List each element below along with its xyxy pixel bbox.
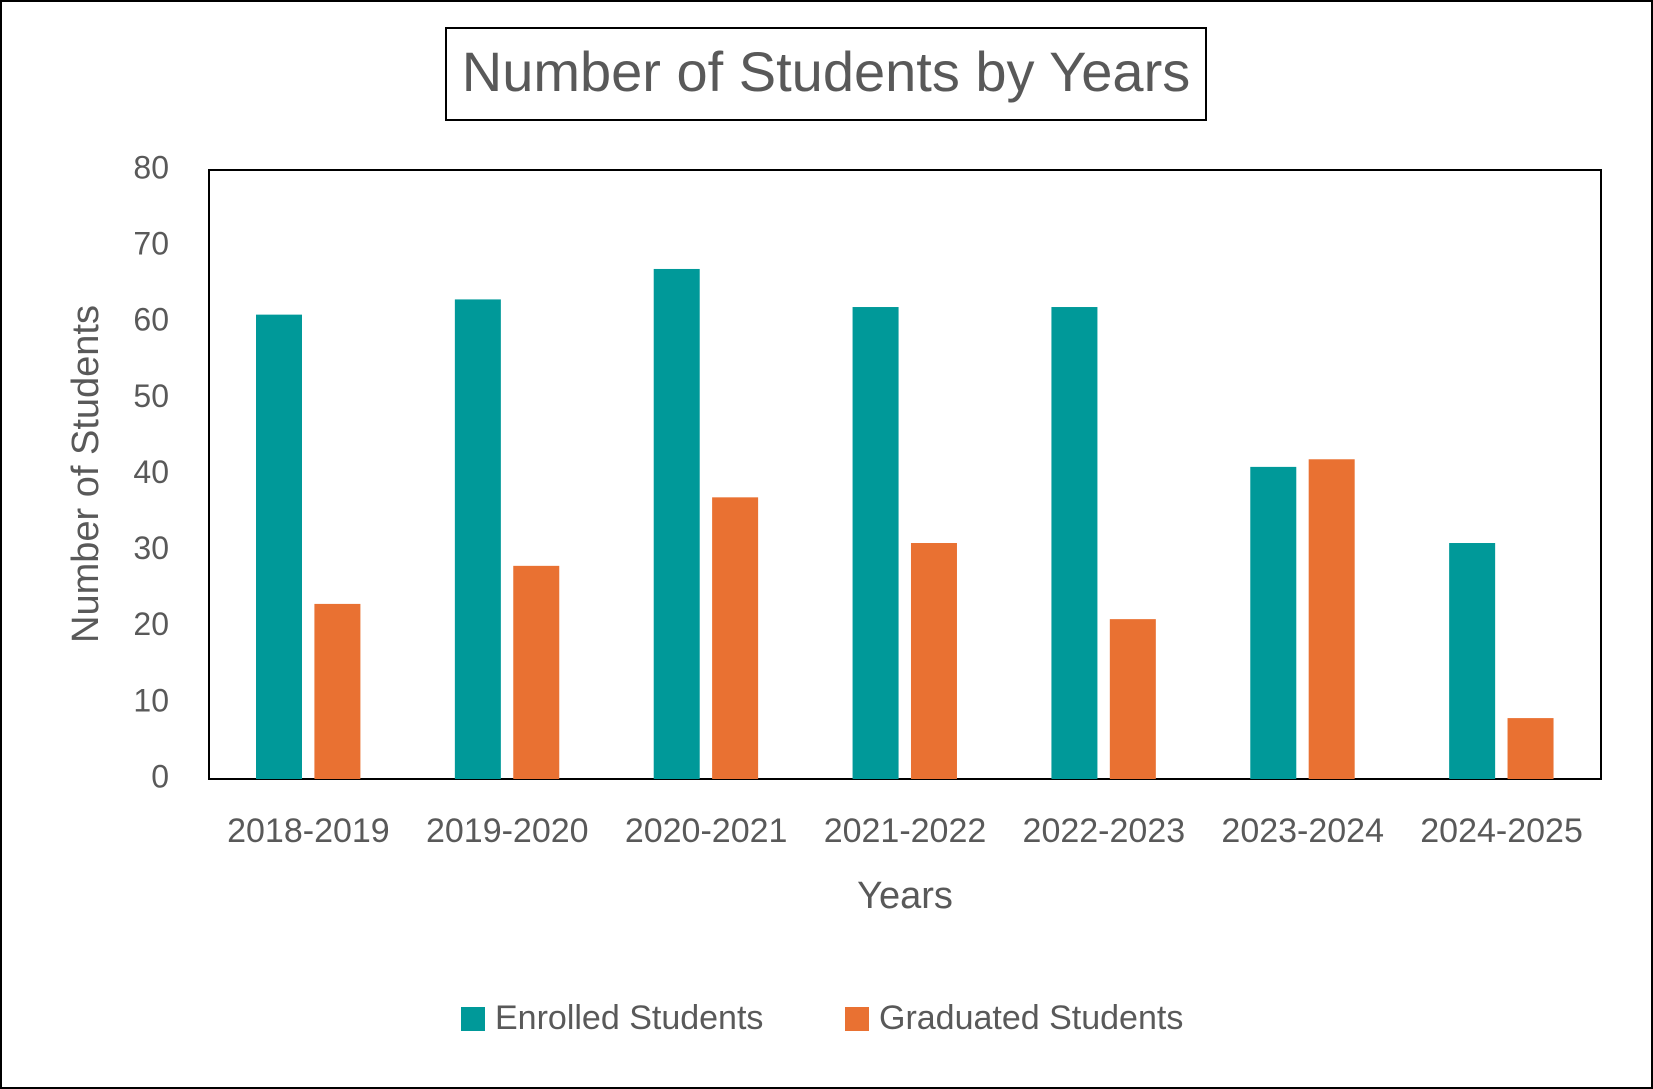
y-tick-label: 10 [133,682,169,718]
bar [1250,466,1297,779]
x-tick-label: 2021-2022 [824,812,987,850]
bar [513,565,560,779]
bar [1449,543,1496,779]
y-tick-label: 80 [133,149,169,185]
y-tick-label: 20 [133,606,169,642]
bar [910,543,957,779]
legend-label: Enrolled Students [495,999,763,1037]
legend-swatch [461,1007,485,1031]
y-tick-label: 40 [133,454,169,490]
y-tick-label: 30 [133,530,169,566]
x-tick-label: 2020-2021 [625,812,788,850]
x-tick-label: 2023-2024 [1221,812,1384,850]
x-tick-label: 2024-2025 [1420,812,1583,850]
y-axis-label: Number of Students [65,305,107,643]
bar [1051,307,1098,779]
bar [454,299,501,779]
plot-area [208,169,1602,780]
x-tick-label: 2022-2023 [1023,812,1186,850]
bar [653,268,700,779]
legend-label: Graduated Students [879,999,1183,1037]
bar [1308,459,1355,779]
bar [314,603,361,779]
bar [1507,718,1554,779]
y-tick-label: 60 [133,302,169,338]
x-tick-label: 2019-2020 [426,812,589,850]
x-tick-label: 2018-2019 [227,812,390,850]
bar [852,307,899,779]
bar [1109,619,1156,779]
x-axis-label: Years [857,875,953,917]
bar [256,314,302,779]
y-tick-label: 50 [133,378,169,414]
legend-swatch [845,1007,869,1031]
chart-title: Number of Students by Years [462,40,1190,103]
y-tick-label: 0 [151,758,169,794]
bar [712,497,759,779]
title-box [445,27,1207,121]
y-tick-label: 70 [133,226,169,262]
